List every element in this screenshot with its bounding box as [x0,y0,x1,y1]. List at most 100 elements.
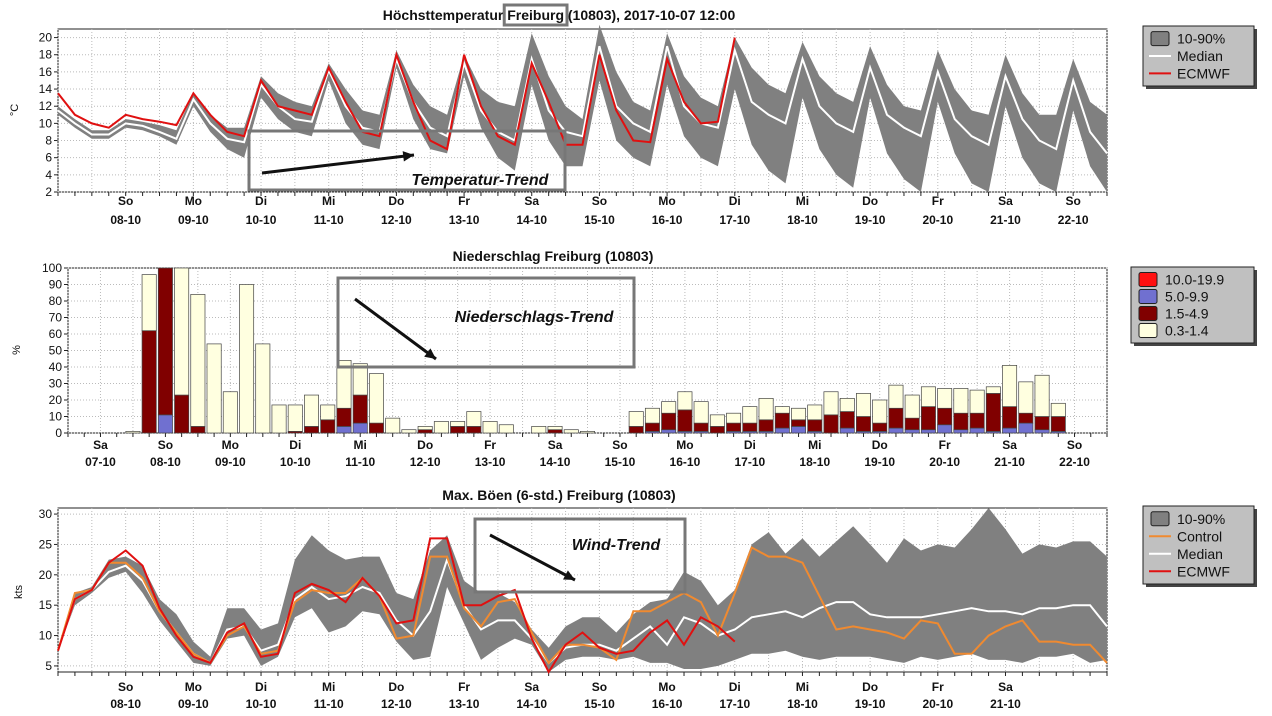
precip-bar [255,343,271,434]
precip-bar [304,394,319,434]
wind-trend-arrow [489,533,576,582]
wind-chart-title: Max. Böen (6-std.) Freiburg (10803) [442,487,675,503]
wind-xtick-date: 11-10 [314,697,344,711]
precip-ytick-label: 20 [49,393,63,407]
temp-xtick-date: 22-10 [1058,213,1089,227]
precip-bar [580,431,595,434]
wind-control-line [57,546,1108,665]
wind-ytick-label: 10 [39,629,53,643]
precip-bar-segment-v03 [531,426,547,434]
temp-trend-label: Temperatur-Trend [412,172,550,189]
precip-xtick-date: 15-10 [605,455,636,469]
precip-legend: 10.0-19.95.0-9.91.5-4.90.3-1.4 [1130,266,1257,346]
precip-bar-segment-v03 [1002,365,1018,407]
wind-ytick-label: 5 [45,659,52,673]
wind-xtick-date: 20-10 [922,697,953,711]
wind-xtick-day: Mo [185,680,202,694]
temp-xtick-day: Fr [458,194,470,208]
temp-xtick-date: 11-10 [314,213,344,227]
precip-bar [644,407,660,434]
temp-ytick-label: 6 [45,151,52,165]
precip-bar [271,404,287,434]
precip-bar-segment-v15 [547,429,563,434]
precip-bar-segment-v15 [709,426,725,434]
precip-legend-swatch [1138,306,1158,321]
wind-trend-annotation: Wind-Trend [473,517,687,594]
precip-bar [498,424,514,434]
precip-bar [222,391,238,434]
precip-bar-segment-v03 [953,388,969,414]
temp-legend-label: 10-90% [1177,31,1225,47]
precip-bar-segment-v03 [580,431,595,434]
precip-bar [531,426,547,434]
precip-bar [320,404,336,434]
precip-bar-segment-v15 [628,426,644,434]
wind-xtick-date: 15-10 [584,697,615,711]
precip-bar-segment-v03 [969,389,985,414]
temp-xtick-day: So [592,194,607,208]
precip-bar [401,429,417,434]
precip-bar-segment-v5 [904,429,920,434]
precip-xtick-date: 22-10 [1059,455,1090,469]
precip-ytick-label: 70 [49,311,63,325]
precip-bar-segment-v15 [661,412,677,431]
temp-title-station: Freiburg [507,7,564,23]
precip-xtick-date: 19-10 [864,455,895,469]
wind-xtick-date: 08-10 [110,697,141,711]
temp-trend-box [247,129,567,192]
precip-bar-segment-v03 [726,412,742,424]
precip-bar-segment-v15 [1018,412,1034,424]
precip-bar-segment-v03 [742,406,758,424]
wind-xtick-date: 12-10 [381,697,412,711]
precip-bar-segment-v15 [352,394,368,424]
wind-ytick-label: 15 [39,598,53,612]
precip-bar-segment-v03 [628,411,644,427]
precip-bar [1034,374,1050,434]
temp-ytick-label: 20 [39,31,53,45]
temp-xtick-day: Di [255,194,267,208]
precip-xtick-date: 16-10 [670,455,701,469]
precip-bar-segment-v5 [969,427,985,434]
precip-bar-segment-v15 [807,419,823,432]
precip-bar-segment-v03 [320,404,336,421]
wind-xtick-date: 16-10 [652,697,683,711]
precip-bar [677,391,693,434]
precip-bar-segment-v03 [385,417,401,434]
temp-xtick-date: 16-10 [652,213,683,227]
precip-bar-segment-v15 [758,419,774,432]
precip-bar [141,274,157,434]
precip-bar-segment-v03 [547,426,563,431]
precip-bar [807,404,823,434]
precip-bar-segment-v15 [726,422,742,432]
precip-bar-segment-v03 [774,406,790,414]
precip-bar-segment-v15 [157,267,173,416]
precip-bar-segment-v15 [953,412,969,431]
precip-xtick-date: 08-10 [150,455,181,469]
precip-bar-segment-v15 [1034,416,1050,431]
temp-ecmwf-line [57,37,736,151]
precip-bar-segment-v03 [368,373,384,424]
precip-bar-segment-v03 [417,426,433,431]
wind-xtick-date: 18-10 [787,697,818,711]
precip-bar [336,360,352,434]
temp-xtick-date: 08-10 [110,213,141,227]
temp-xtick-date: 12-10 [381,213,412,227]
temp-ytick-label: 10 [39,116,53,130]
precip-ytick-label: 40 [49,360,63,374]
precip-ytick-label: 80 [49,294,63,308]
precip-bar-segment-v15 [190,426,206,434]
precip-bar-segment-v03 [856,393,871,417]
precip-bar-segment-v03 [904,394,920,419]
wind-xtick-day: So [592,680,607,694]
precip-ytick-label: 60 [49,327,63,341]
temp-xtick-day: Do [862,194,878,208]
precip-bar [1018,381,1034,434]
temp-ytick-label: 4 [45,168,52,182]
precip-bar-segment-v03 [466,411,482,427]
wind-trend-arrowhead [563,570,575,580]
precip-bar [953,388,969,434]
temp-chart-title: Höchsttemperatur Freiburg (10803), 2017-… [383,7,736,23]
wind-xtick-day: Fr [458,680,470,694]
wind-xtick-day: Mi [322,680,335,694]
